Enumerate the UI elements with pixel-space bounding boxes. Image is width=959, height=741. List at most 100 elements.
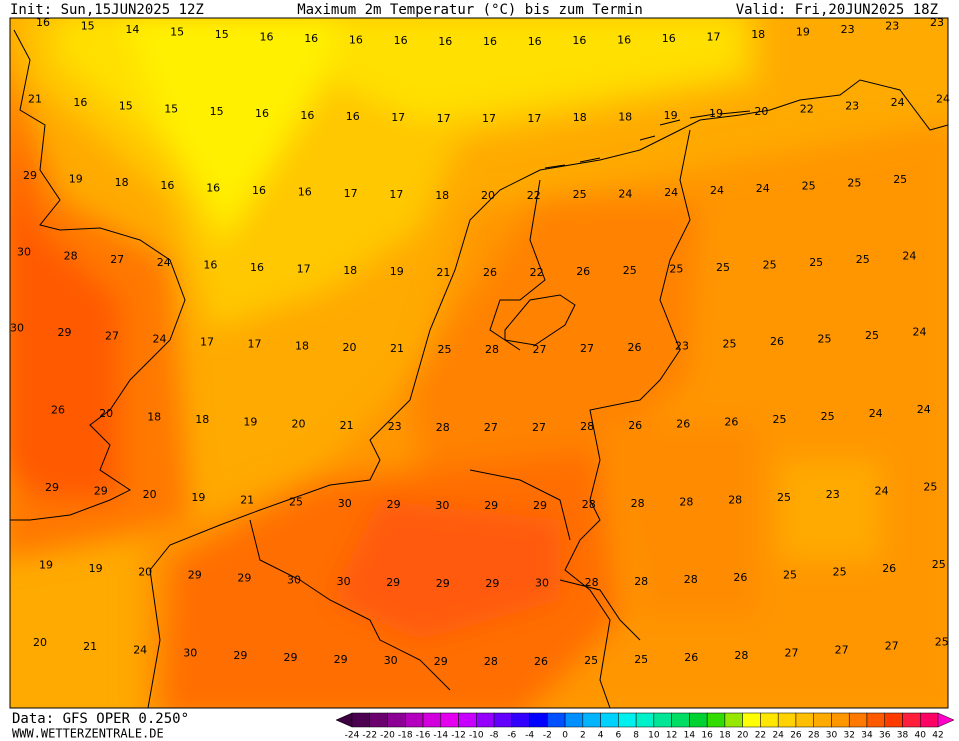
grid-value: 23: [388, 420, 402, 433]
grid-value: 25: [809, 256, 823, 269]
grid-value: 27: [533, 343, 547, 356]
scale-label: 18: [719, 731, 731, 741]
scale-swatch: [884, 712, 903, 728]
grid-value: 22: [530, 266, 544, 279]
grid-value: 18: [195, 413, 209, 426]
grid-value: 20: [143, 488, 157, 501]
grid-value: 17: [482, 112, 496, 125]
grid-value: 17: [297, 263, 311, 276]
scale-swatch: [724, 712, 743, 728]
grid-value: 17: [248, 338, 262, 351]
grid-value: 20: [33, 636, 47, 649]
scale-swatch: [529, 712, 548, 728]
scale-swatch: [564, 712, 584, 728]
grid-value: 21: [240, 493, 254, 506]
scale-swatch: [618, 712, 637, 728]
grid-value: 18: [435, 189, 449, 202]
grid-value: 30: [10, 322, 24, 335]
grid-value: 28: [436, 421, 450, 434]
grid-value: 30: [287, 573, 301, 586]
scale-swatch: [902, 712, 921, 728]
grid-value: 29: [386, 576, 400, 589]
grid-value: 22: [527, 189, 541, 202]
grid-value: 15: [215, 28, 229, 41]
grid-value: 16: [298, 186, 312, 199]
scale-label: -2: [543, 731, 552, 741]
grid-value: 26: [724, 415, 738, 428]
scale-swatch: [689, 712, 708, 728]
coastline: [504, 294, 576, 346]
grid-value: 24: [869, 407, 883, 420]
grid-value: 23: [885, 20, 899, 33]
grid-value: 28: [734, 649, 748, 662]
grid-value: 17: [707, 30, 721, 43]
grid-value: 29: [284, 651, 298, 664]
grid-value: 25: [821, 410, 835, 423]
scale-label: 40: [915, 731, 927, 741]
scale-label: 4: [598, 731, 604, 741]
grid-value: 28: [634, 575, 648, 588]
grid-value: 27: [580, 342, 594, 355]
scale-swatch: [848, 712, 868, 728]
scale-swatch: [582, 712, 601, 728]
grid-value: 21: [340, 419, 354, 432]
scale-swatch: [866, 712, 885, 728]
scale-label: 34: [861, 731, 873, 741]
grid-value: 28: [64, 249, 78, 262]
grid-value: 27: [105, 329, 119, 342]
scale-swatch: [831, 712, 850, 728]
grid-value: 29: [45, 481, 59, 494]
map-title: Maximum 2m Temperatur (°C) bis zum Termi…: [297, 2, 643, 18]
scale-label: 38: [897, 731, 909, 741]
grid-value: 19: [390, 265, 404, 278]
grid-value: 30: [337, 575, 351, 588]
grid-value: 25: [669, 263, 683, 276]
grid-value: 28: [585, 576, 599, 589]
border: [249, 129, 691, 708]
grid-value: 25: [763, 259, 777, 272]
grid-value: 24: [157, 256, 171, 269]
grid-value: 16: [206, 182, 220, 195]
scale-swatch: [600, 712, 619, 728]
grid-value: 14: [125, 23, 139, 36]
grid-value: 17: [200, 335, 214, 348]
scale-label: 22: [755, 731, 766, 741]
grid-value: 23: [826, 488, 840, 501]
scale-swatch: [653, 712, 672, 728]
scale-label: 12: [666, 731, 677, 741]
island: [544, 110, 751, 169]
grid-value: 18: [295, 340, 309, 353]
scale-label: 30: [826, 731, 838, 741]
grid-value: 29: [387, 498, 401, 511]
value-grid: 16 15 14 15 15 16 16 16 16 16 16 16 16 16 16 17 18 19 23 23…: [10, 16, 950, 668]
grid-value: 25: [856, 253, 870, 266]
grid-value: 21: [390, 342, 404, 355]
data-source: Data: GFS OPER 0.250°: [12, 711, 189, 727]
grid-value: 25: [923, 481, 937, 494]
scale-label: -18: [398, 731, 413, 741]
grid-value: 28: [582, 498, 596, 511]
scale-label: -22: [362, 731, 377, 741]
grid-value: 15: [210, 105, 224, 118]
grid-value: 26: [770, 335, 784, 348]
grid-value: 19: [89, 562, 103, 575]
coastline: [147, 79, 948, 708]
grid-value: 25: [438, 343, 452, 356]
grid-value: 27: [885, 640, 899, 653]
grid-value: 24: [664, 186, 678, 199]
grid-value: 15: [170, 26, 184, 39]
scale-label: -12: [451, 731, 466, 741]
scale-swatch: [919, 712, 939, 728]
grid-value: 24: [153, 333, 167, 346]
grid-value: 16: [304, 32, 318, 45]
grid-value: 25: [847, 176, 861, 189]
grid-value: 30: [338, 497, 352, 510]
scale-label: 14: [684, 731, 696, 741]
grid-value: 19: [664, 109, 678, 122]
scale-label: 20: [737, 731, 749, 741]
scale-label: -4: [525, 731, 534, 741]
grid-value: 29: [485, 577, 499, 590]
scale-swatch: [476, 712, 495, 728]
scale-swatch: [547, 712, 566, 728]
